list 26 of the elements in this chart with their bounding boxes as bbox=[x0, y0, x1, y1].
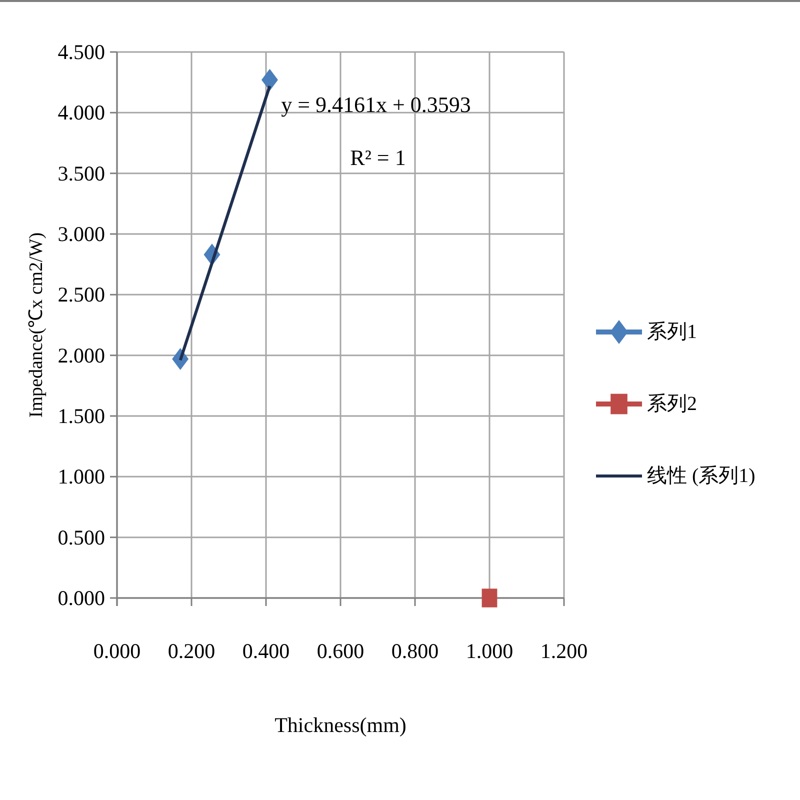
legend-label: 线性 (系列1) bbox=[647, 465, 756, 487]
y-tick-label: 1.000 bbox=[58, 464, 105, 489]
x-tick-label: 0.400 bbox=[242, 639, 290, 663]
y-tick-label: 2.500 bbox=[58, 282, 105, 307]
legend-label: 系列2 bbox=[647, 393, 697, 415]
y-tick-label: 3.500 bbox=[58, 161, 105, 186]
y-tick-label: 4.500 bbox=[58, 40, 105, 64]
y-axis-title: Impedance(℃x cm2/W) bbox=[26, 232, 47, 418]
y-tick-label: 1.500 bbox=[58, 404, 105, 428]
x-tick-label: 0.000 bbox=[93, 639, 141, 663]
y-tick-label: 0.500 bbox=[58, 525, 105, 550]
annotation: y = 9.4161x + 0.3593 bbox=[281, 92, 471, 117]
x-tick-label: 0.200 bbox=[168, 639, 216, 663]
y-tick-label: 4.000 bbox=[58, 100, 105, 125]
x-tick-label: 1.200 bbox=[540, 639, 588, 663]
annotation: R² = 1 bbox=[350, 145, 406, 170]
x-axis-title: Thickness(mm) bbox=[274, 713, 406, 737]
y-tick-label: 3.000 bbox=[58, 222, 105, 246]
x-tick-label: 0.800 bbox=[391, 639, 439, 663]
point bbox=[482, 588, 498, 608]
y-tick-label: 0.000 bbox=[58, 586, 105, 610]
point bbox=[261, 68, 278, 91]
y-tick-label: 2.000 bbox=[58, 343, 105, 368]
x-tick-label: 0.600 bbox=[316, 639, 364, 663]
x-tick-label: 1.000 bbox=[466, 639, 514, 663]
legend-label: 系列1 bbox=[647, 321, 697, 343]
